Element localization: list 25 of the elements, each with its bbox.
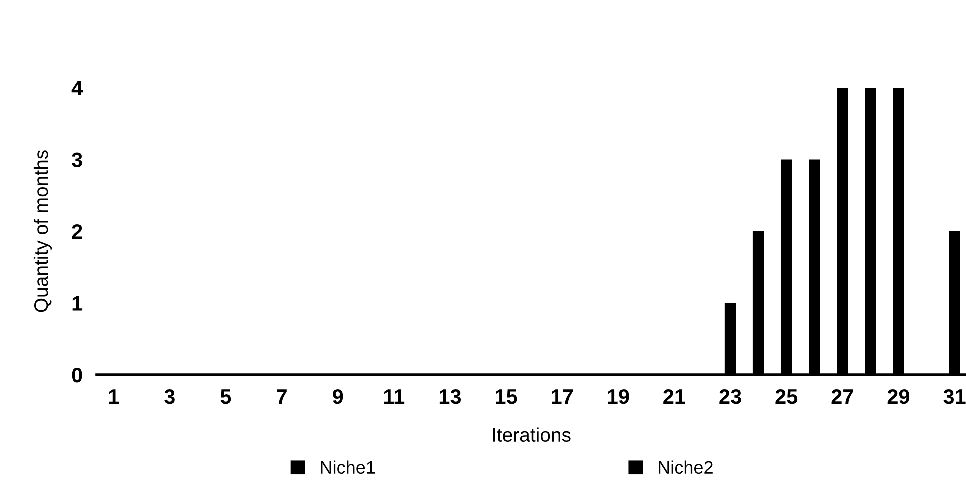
x-tick-label: 11	[384, 390, 405, 404]
y-tick-label: 3	[72, 152, 82, 168]
x-tick-label: 27	[832, 389, 854, 404]
x-tick-label: 17	[552, 390, 574, 404]
x-tick-label: 21	[664, 389, 686, 404]
x-tick-label: 31	[944, 389, 966, 404]
x-tick-label: 23	[720, 389, 742, 404]
x-tick-label: 5	[220, 390, 232, 404]
x-tick-label: 19	[608, 389, 630, 404]
y-tick-label: 1	[72, 296, 83, 311]
x-tick-label: 13	[440, 389, 462, 404]
y-tick-label: 2	[72, 224, 82, 240]
x-tick-label: 1	[109, 390, 120, 404]
x-tick-label: 29	[888, 389, 910, 404]
x-tick-label: 15	[496, 390, 518, 404]
legend-label: Niche1	[321, 460, 376, 474]
legend-label: Niche2	[659, 460, 713, 474]
y-tick-label: 4	[72, 81, 83, 96]
y-tick-label: 0	[72, 368, 82, 383]
x-tick-label: 25	[776, 389, 798, 404]
x-tick-label: 9	[333, 389, 344, 404]
x-axis-title: Iterations	[493, 428, 571, 442]
x-tick-label: 7	[277, 390, 287, 404]
y-axis-title: Quantity of months	[34, 150, 52, 312]
x-tick-label: 3	[164, 389, 175, 404]
